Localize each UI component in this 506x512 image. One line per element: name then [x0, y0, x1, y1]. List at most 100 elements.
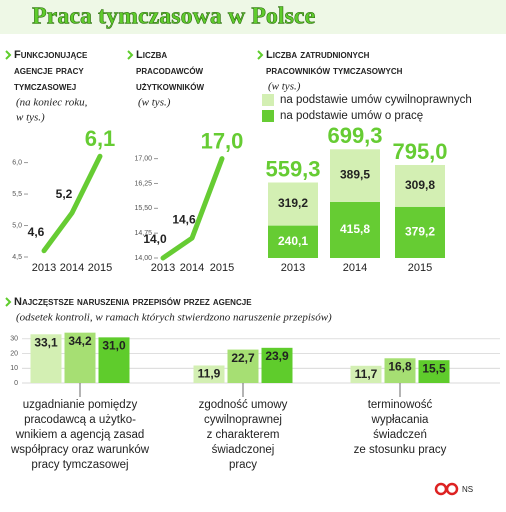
x-tick-label: 2013: [151, 262, 175, 274]
bar: [193, 365, 225, 383]
total-label: 699,3: [327, 123, 382, 148]
chart-title: agencje pracy: [14, 65, 84, 77]
bar-segment: [330, 201, 380, 258]
x-category-label: uzgadnianie pomiędzy: [23, 399, 138, 411]
chart-title: tymczasowej: [14, 81, 76, 93]
chart-subtitle: w tys.): [16, 112, 45, 124]
title-band: [0, 0, 506, 34]
x-category-label: wnikiem a agencją zasad: [15, 429, 145, 441]
chart-subtitle: (w tys.): [138, 97, 171, 109]
value-label: 5,2: [56, 187, 73, 201]
value-label: 11,9: [198, 367, 221, 381]
x-category-label: z charakterem: [207, 429, 280, 441]
data-line: [41, 153, 103, 254]
value-label: 4,6: [28, 225, 45, 239]
value-label: 319,2: [278, 196, 308, 210]
title-marker: [5, 297, 12, 307]
x-category-label: pracy: [229, 459, 257, 471]
bar: [418, 360, 450, 383]
logo-circle: [445, 482, 459, 496]
chart-subtitle: (odsetek kontroli, w ramach których stwi…: [16, 312, 332, 324]
chart-title: użytkowników: [136, 81, 204, 93]
x-category-label: świadczeń: [373, 429, 427, 441]
value-label: 240,1: [278, 234, 308, 248]
bar: [64, 332, 96, 383]
chart-subtitle: (w tys.): [268, 81, 301, 93]
source: NS: [462, 485, 473, 494]
x-category-label: zgodność umowy: [199, 399, 288, 411]
bar: [261, 347, 293, 383]
x-category-label: wypłacania: [371, 414, 429, 426]
x-category-label: terminowość: [368, 399, 433, 411]
bar-segment: [395, 164, 445, 207]
value-label: 379,2: [405, 225, 435, 239]
chart-title: Funkcjonujące: [14, 49, 88, 61]
value-label: 14,6: [172, 212, 196, 226]
x-category-label: pracy tymczasowej: [31, 459, 128, 471]
value-label: 16,8: [388, 359, 412, 373]
value-label: 22,7: [231, 351, 255, 365]
y-tick-label: 14,00: [134, 255, 152, 262]
value-label: 23,9: [265, 349, 289, 363]
chart-title: pracodawców: [136, 65, 204, 77]
y-tick-label: 5,0: [12, 222, 22, 229]
x-tick-label: 2013: [32, 262, 56, 274]
value-label: 6,1: [85, 126, 116, 151]
page-title: Praca tymczasowa w Polsce: [32, 4, 316, 30]
logo-circle: [434, 482, 448, 496]
chart-title: pracowników tymczasowych: [266, 65, 403, 77]
legend-label: na podstawie umów o pracę: [280, 110, 423, 122]
value-label: 415,8: [340, 222, 370, 236]
legend-label: na podstawie umów cywilnoprawnych: [280, 94, 472, 106]
y-tick-label: 14,75: [134, 230, 152, 237]
y-tick-label: 16,25: [134, 180, 152, 187]
value-label: 17,0: [201, 128, 244, 153]
title-marker: [5, 50, 12, 60]
x-category-label: współpracy oraz warunków: [10, 444, 150, 456]
value-label: 309,8: [405, 178, 435, 192]
title-marker: [127, 50, 134, 60]
y-tick-label: 5,5: [12, 191, 22, 198]
bar-segment: [395, 206, 445, 258]
bar-segment: [330, 149, 380, 202]
value-label: 14,0: [143, 232, 167, 246]
value-label: 34,2: [68, 334, 92, 348]
y-tick-label: 30: [10, 336, 18, 343]
bar-segment: [268, 182, 318, 226]
x-tick-label: 2015: [88, 262, 112, 274]
bar-segment: [268, 225, 318, 258]
x-tick-label: 2015: [408, 262, 432, 274]
y-tick-label: 6,0: [12, 159, 22, 166]
y-tick-label: 20: [10, 350, 18, 357]
value-label: 15,5: [422, 361, 446, 375]
x-tick-label: 2014: [180, 262, 204, 274]
chart-title: Liczba: [136, 49, 167, 61]
x-category-label: świadczonej: [212, 444, 275, 456]
value-label: 11,7: [355, 367, 378, 381]
y-tick-label: 10: [10, 365, 18, 372]
total-label: 795,0: [392, 139, 447, 164]
chart-subtitle: (na koniec roku,: [16, 97, 88, 109]
legend-swatch: [262, 110, 274, 122]
x-category-label: cywilnoprawnej: [204, 414, 282, 426]
bar: [384, 358, 416, 383]
x-tick-label: 2014: [60, 262, 84, 274]
chart-title: Najczęstsze naruszenia przepisów przez a…: [14, 296, 252, 308]
bar: [98, 337, 130, 383]
bar: [227, 349, 259, 383]
value-label: 31,0: [102, 339, 126, 353]
x-category-label: pracodawcą a użytko-: [24, 414, 136, 426]
title-marker: [257, 50, 264, 60]
value-label: 33,1: [34, 335, 58, 349]
x-tick-label: 2014: [343, 262, 367, 274]
x-tick-label: 2013: [281, 262, 305, 274]
y-tick-label: 15,50: [134, 205, 152, 212]
bar: [350, 365, 382, 383]
value-label: 389,5: [340, 168, 370, 182]
x-category-label: ze stosunku pracy: [354, 444, 447, 456]
x-tick-label: 2015: [210, 262, 234, 274]
legend-swatch: [262, 94, 274, 106]
y-tick-label: 0: [14, 380, 18, 387]
y-tick-label: 17,00: [134, 155, 152, 162]
